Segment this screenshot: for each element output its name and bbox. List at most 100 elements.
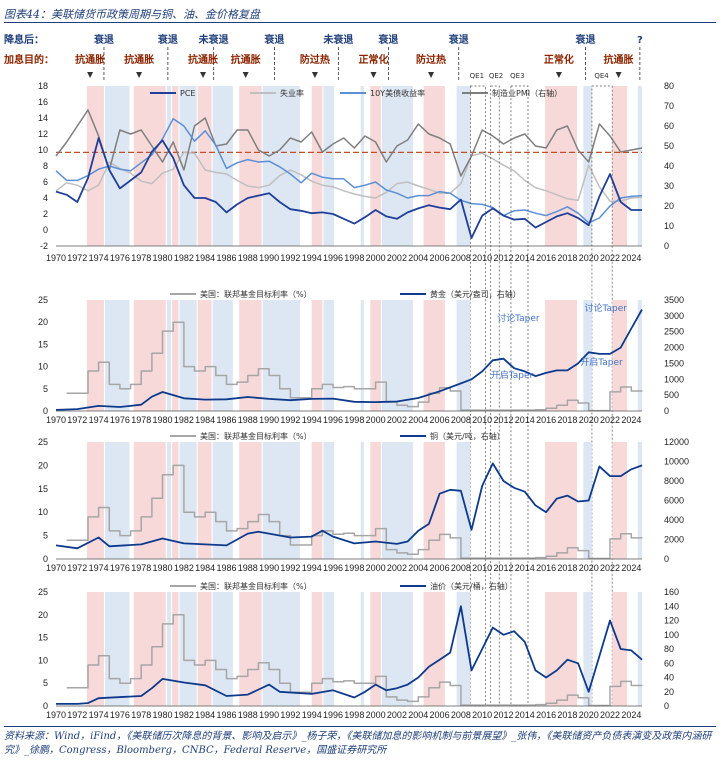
taper-start-2013: 开启Taper (491, 369, 534, 381)
y-left-tick: 6 (43, 177, 48, 187)
y-right-tick: 140 (664, 601, 679, 611)
x-tick: 2014 (515, 415, 535, 425)
cut-band (179, 592, 197, 706)
hike-band (86, 442, 104, 559)
copper-line (55, 462, 643, 550)
x-tick: 2024 (621, 710, 641, 720)
x-tick: 1982 (174, 710, 194, 720)
hike-band (311, 300, 323, 411)
cut-band (212, 86, 233, 246)
source-rule (4, 726, 716, 727)
y-left-tick: 2 (43, 209, 48, 219)
hike-band (612, 442, 628, 559)
legend-label: 失业率 (280, 88, 304, 98)
cut-band (382, 86, 413, 246)
cut-event-label: 衰退 (377, 33, 398, 46)
y-left-tick: 15 (38, 484, 48, 494)
y-right-tick: 2500 (664, 327, 684, 337)
hike-band (370, 86, 381, 246)
source-note: 资料来源：Wind，iFind，《美联储历次降息的背景、影响及启示》_杨子荣，《… (4, 731, 712, 756)
fed-funds-line (66, 321, 643, 412)
y-left-tick: 4 (43, 193, 48, 203)
cut-band (105, 592, 130, 706)
x-tick: 1982 (174, 563, 194, 573)
x-tick: 2006 (430, 415, 450, 425)
x-tick: 2014 (515, 253, 535, 263)
y-left-tick: 20 (38, 610, 48, 620)
cut-band (637, 442, 642, 559)
hike-band (612, 300, 628, 411)
x-tick: 2014 (515, 710, 535, 720)
hike-event-label: 抗通胀 (75, 53, 105, 66)
x-tick: 1990 (259, 415, 279, 425)
hike-event-label: 防过热 (300, 53, 330, 66)
hike-band (197, 300, 212, 411)
hike-event-arrow (200, 72, 207, 78)
hike-band (86, 592, 104, 706)
x-tick: 2008 (451, 710, 471, 720)
x-tick: 1988 (238, 253, 258, 263)
y-right-tick: 10 (664, 221, 674, 231)
x-tick: 1994 (302, 253, 322, 263)
x-tick: 1992 (280, 415, 300, 425)
x-tick: 2006 (430, 710, 450, 720)
y-right-tick: 1500 (664, 358, 684, 368)
hike-band (545, 300, 578, 411)
hike-band (545, 592, 578, 706)
taper-talk-2021: 讨论Taper (585, 302, 628, 314)
x-tick: 1988 (238, 710, 258, 720)
hike-band (423, 300, 445, 411)
x-tick: 1986 (216, 710, 236, 720)
cut-band (360, 300, 364, 411)
cut-band (456, 592, 471, 706)
hike-band (133, 300, 166, 411)
x-tick: 2000 (366, 710, 386, 720)
x-tick: 2016 (536, 710, 556, 720)
y-left-tick: 15 (38, 339, 48, 349)
x-tick: 2022 (600, 415, 620, 425)
cut-band (323, 442, 335, 559)
x-tick: 1972 (67, 415, 87, 425)
x-tick: 1974 (89, 710, 109, 720)
cut-band (212, 300, 233, 411)
x-tick: 1984 (195, 710, 215, 720)
legend-label: PCE (180, 89, 195, 98)
cut-band (262, 300, 300, 411)
cut-band (360, 442, 364, 559)
cut-band (637, 592, 642, 706)
fed-funds-line (66, 464, 643, 560)
y-left-tick: 12 (38, 129, 48, 139)
hike-band (172, 300, 179, 411)
y-right-tick: 60 (664, 121, 674, 131)
pce-line (55, 137, 642, 239)
x-tick: 1970 (46, 710, 66, 720)
cut-band (212, 592, 233, 706)
x-tick: 1996 (323, 415, 343, 425)
hike-band (239, 442, 262, 559)
x-tick: 1990 (259, 710, 279, 720)
x-tick: 2006 (430, 253, 450, 263)
hike-event-arrow (555, 72, 562, 78)
qe-label: QE4 (594, 72, 609, 80)
x-tick: 1996 (323, 563, 343, 573)
y-right-tick: 100 (664, 630, 679, 640)
x-tick: 2022 (600, 563, 620, 573)
hike-event-arrow (428, 72, 435, 78)
x-tick: 1994 (302, 563, 322, 573)
y-right-tick: 40 (664, 161, 674, 171)
x-tick: 2020 (579, 710, 599, 720)
y-left-tick: 10 (38, 362, 48, 372)
legend-label: 10Y美债收益率 (370, 88, 425, 98)
x-tick: 1998 (344, 563, 364, 573)
hike-band (86, 300, 104, 411)
x-tick: 1986 (216, 415, 236, 425)
x-tick: 2000 (366, 253, 386, 263)
hike-event-label: 正常化 (359, 53, 389, 66)
cut-band (360, 592, 364, 706)
x-tick: 2002 (387, 415, 407, 425)
hike-band (423, 86, 445, 246)
hike-event-label: 抗通胀 (604, 53, 634, 66)
x-tick: 2000 (366, 415, 386, 425)
y-right-tick: 20 (664, 687, 674, 697)
x-tick: 1974 (89, 415, 109, 425)
